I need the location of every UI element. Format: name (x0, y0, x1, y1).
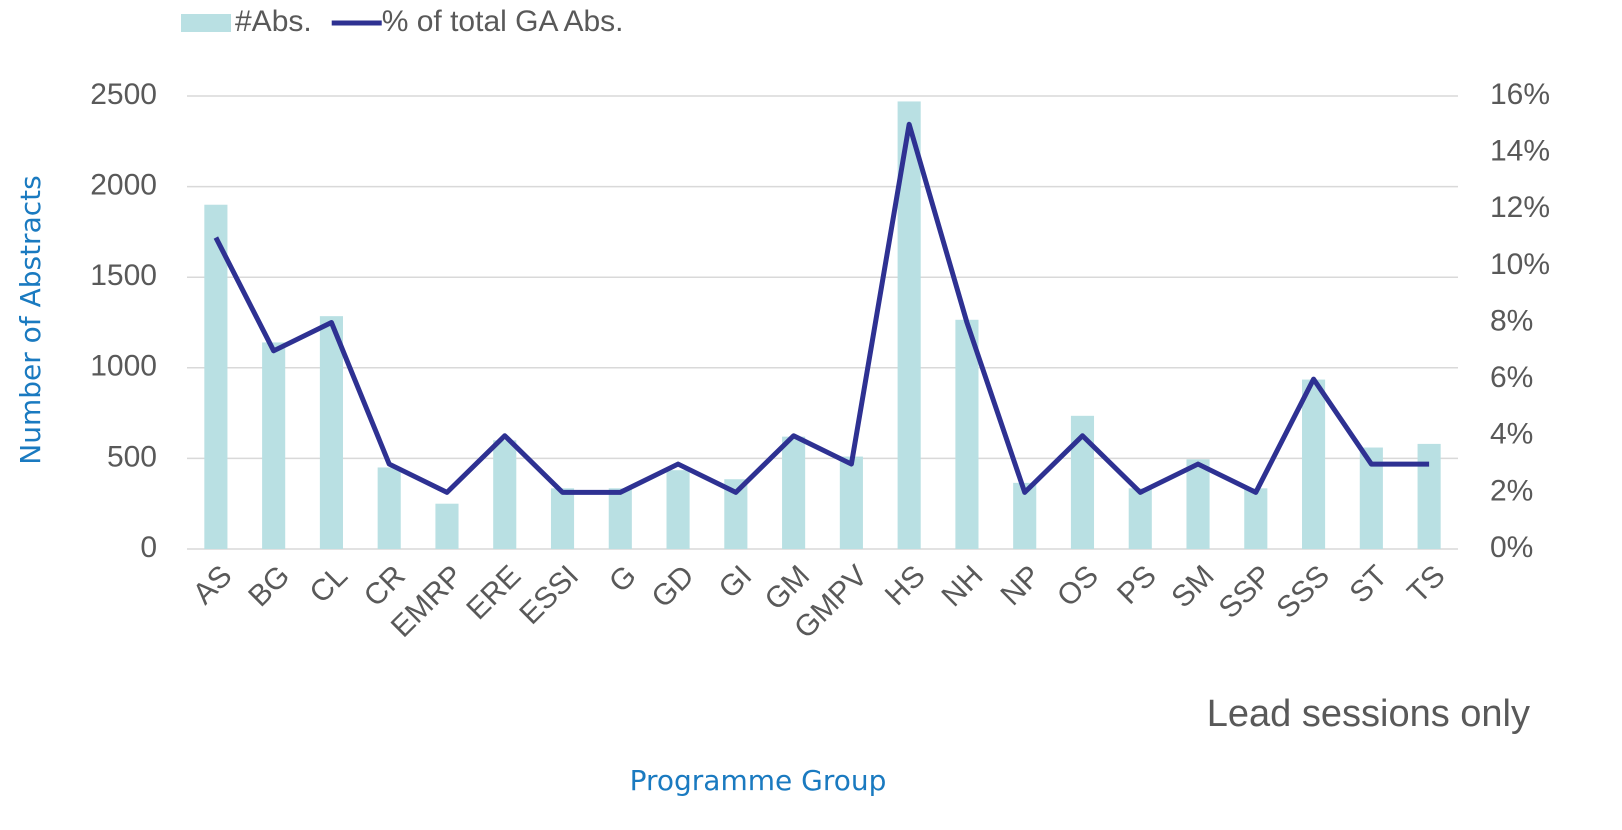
y-tick-label: 1500 (90, 259, 157, 292)
bar (666, 470, 690, 549)
x-tick-label: SM (1165, 559, 1220, 614)
x-tick-label: SSP (1213, 559, 1279, 625)
x-tick-label: BG (242, 559, 296, 613)
bar (1128, 488, 1152, 549)
bar (262, 342, 286, 549)
legend-label: % of total GA Abs. (382, 5, 624, 38)
bar (319, 316, 343, 549)
x-tick-label: CL (304, 559, 354, 609)
bar (1186, 459, 1210, 549)
y-tick-label: 2000 (90, 169, 157, 202)
annotation: Lead sessions only (1207, 693, 1530, 735)
bar (897, 101, 921, 549)
bar (1013, 482, 1037, 549)
bar (377, 467, 401, 549)
bar (782, 436, 806, 549)
y2-tick-label: 14% (1490, 135, 1550, 168)
y2-tick-label: 2% (1490, 474, 1533, 507)
bar (724, 479, 748, 549)
x-tick-label: NH (936, 559, 990, 613)
bar (1359, 447, 1383, 549)
bar (435, 503, 459, 549)
bar (493, 440, 517, 549)
x-tick-label: ESSI (513, 559, 585, 631)
bar (1417, 443, 1441, 549)
y-tick-label: 2500 (90, 78, 157, 111)
y-axis-title: Number of Abstracts (14, 175, 47, 464)
y2-tick-label: 16% (1490, 78, 1550, 111)
y-tick-label: 0 (140, 531, 157, 564)
legend-label: #Abs. (235, 5, 312, 38)
x-tick-label: PS (1111, 559, 1163, 611)
y2-tick-label: 0% (1490, 531, 1533, 564)
x-tick-label: NP (994, 559, 1047, 612)
bar (955, 319, 979, 549)
bar (204, 204, 228, 549)
line (213, 121, 1430, 495)
x-tick-label: OS (1051, 559, 1105, 613)
x-tick-label: GI (713, 559, 759, 605)
y2-tick-label: 8% (1490, 304, 1533, 337)
y2-tick-label: 4% (1490, 418, 1533, 451)
x-tick-label: SSS (1270, 559, 1336, 625)
legend-swatch (181, 14, 231, 32)
bar (550, 488, 575, 549)
y2-tick-label: 6% (1490, 361, 1533, 394)
bar (1070, 415, 1095, 549)
y2-tick-label: 12% (1490, 191, 1550, 224)
x-tick-label: G (603, 559, 643, 599)
x-tick-label: ERE (460, 559, 527, 626)
y-tick-label: 500 (107, 440, 157, 473)
bar (1302, 379, 1326, 549)
x-tick-label: TS (1401, 559, 1451, 609)
y-tick-label: 1000 (90, 350, 157, 383)
bar (608, 488, 632, 549)
y2-tick-label: 10% (1490, 248, 1550, 281)
bar (839, 456, 863, 549)
x-tick-label: GD (645, 559, 700, 614)
x-tick-label: ST (1343, 559, 1393, 609)
x-axis-title: Programme Group (630, 764, 887, 797)
x-tick-label: AS (187, 559, 239, 611)
bar (1244, 488, 1268, 549)
x-tick-label: HS (879, 559, 932, 612)
